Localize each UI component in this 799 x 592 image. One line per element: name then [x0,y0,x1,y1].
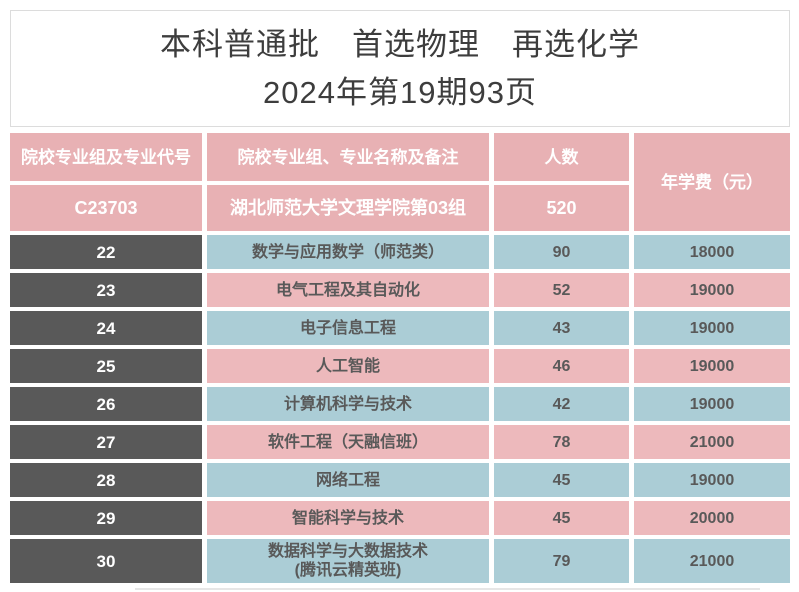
group-code-cell: C23703 [10,185,202,231]
column-header-name: 院校专业组、专业名称及备注 [207,133,489,181]
major-name-cell: 计算机科学与技术 [207,387,489,421]
major-count-cell: 42 [494,387,629,421]
major-count-cell: 45 [494,463,629,497]
major-name-cell: 软件工程（天融信班） [207,425,489,459]
column-header-count: 人数 [494,133,629,181]
page-title-line-2: 2024年第19期93页 [263,74,537,110]
major-count-cell: 52 [494,273,629,307]
page-title-line-1: 本科普通批 首选物理 再选化学 [160,26,640,62]
major-fee-cell: 19000 [634,463,790,497]
major-fee-cell: 21000 [634,425,790,459]
column-header-code: 院校专业组及专业代号 [10,133,202,181]
major-count-cell: 90 [494,235,629,269]
major-count-cell: 46 [494,349,629,383]
major-fee-cell: 19000 [634,349,790,383]
major-fee-cell: 19000 [634,273,790,307]
major-name-cell: 电子信息工程 [207,311,489,345]
major-fee-cell: 18000 [634,235,790,269]
major-count-cell: 43 [494,311,629,345]
major-name-cell: 人工智能 [207,349,489,383]
major-fee-cell: 21000 [634,539,790,583]
major-fee-cell: 19000 [634,311,790,345]
major-code-cell: 23 [10,273,202,307]
group-count-cell: 520 [494,185,629,231]
major-name-cell: 数学与应用数学（师范类） [207,235,489,269]
column-header-fee: 年学费（元） [634,133,790,231]
major-code-cell: 26 [10,387,202,421]
title-box: 本科普通批 首选物理 再选化学 2024年第19期93页 [10,10,790,127]
major-name-cell: 网络工程 [207,463,489,497]
major-code-cell: 28 [10,463,202,497]
major-name-cell: 智能科学与技术 [207,501,489,535]
major-count-cell: 79 [494,539,629,583]
major-count-cell: 78 [494,425,629,459]
major-name-cell: 数据科学与大数据技术 (腾讯云精英班) [207,539,489,583]
admission-table: 院校专业组及专业代号 院校专业组、专业名称及备注 人数 年学费（元） C2370… [10,133,790,583]
group-name-cell: 湖北师范大学文理学院第03组 [207,185,489,231]
major-code-cell: 29 [10,501,202,535]
major-fee-cell: 19000 [634,387,790,421]
major-code-cell: 30 [10,539,202,583]
major-code-cell: 27 [10,425,202,459]
major-code-cell: 24 [10,311,202,345]
major-fee-cell: 20000 [634,501,790,535]
major-name-cell: 电气工程及其自动化 [207,273,489,307]
major-code-cell: 25 [10,349,202,383]
major-count-cell: 45 [494,501,629,535]
major-code-cell: 22 [10,235,202,269]
cut-off-next-row-hint [135,588,760,590]
